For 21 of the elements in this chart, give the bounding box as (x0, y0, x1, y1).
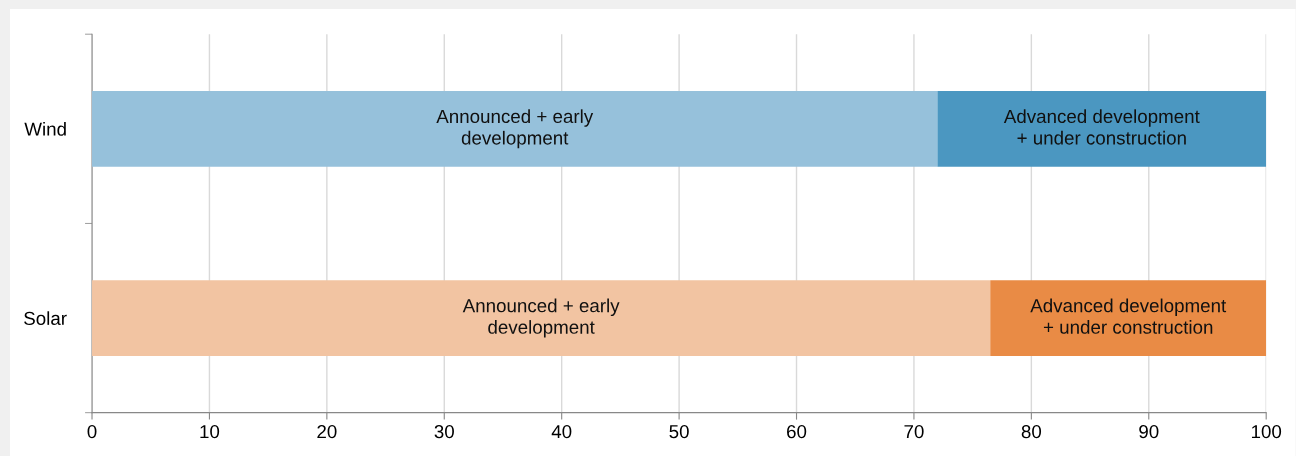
x-tick-label: 60 (787, 424, 807, 439)
x-tick-label: 70 (904, 424, 924, 439)
x-tick-label: 0 (87, 424, 97, 439)
x-tick-label: 30 (434, 424, 454, 439)
series-label: Announced + early development (436, 109, 594, 149)
text: Announced + early development (462, 298, 620, 338)
x-tick-label: 90 (1139, 424, 1159, 439)
bar (937, 90, 1267, 167)
x-tick-label: 100 (1251, 424, 1282, 439)
x-tick-label: 80 (1021, 424, 1042, 439)
bar (92, 90, 938, 167)
y-tick-label: Solar (24, 311, 67, 326)
series-label: Advanced development + under construction (1003, 109, 1200, 145)
x-tick-label: 20 (317, 424, 337, 439)
bar (92, 280, 991, 356)
bar (990, 280, 1267, 356)
text: Advanced development + under construction (1030, 298, 1227, 334)
x-tick-label: 50 (669, 424, 689, 439)
x-tick-label: 10 (200, 424, 220, 439)
y-tick-label: Wind (24, 122, 66, 136)
x-tick-label: 40 (551, 424, 572, 439)
